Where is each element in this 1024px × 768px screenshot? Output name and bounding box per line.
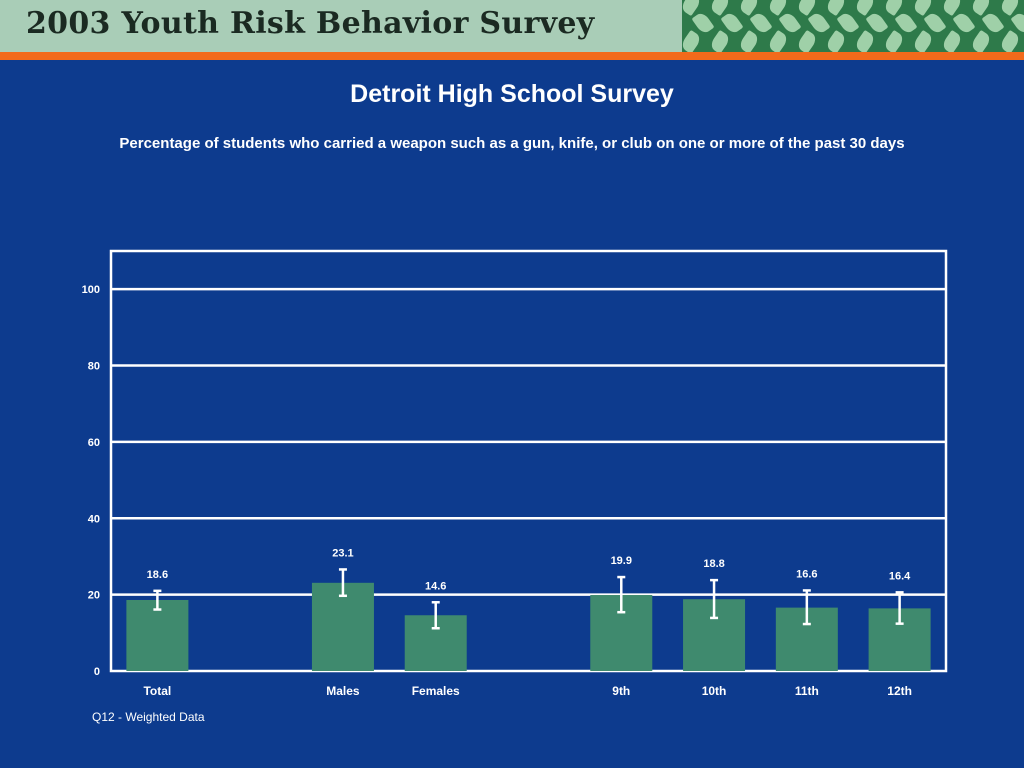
banner-title: 2003 Youth Risk Behavior Survey: [26, 6, 595, 41]
y-tick-label: 40: [88, 513, 100, 525]
bar: [126, 599, 189, 671]
y-tick-label: 20: [88, 590, 100, 602]
y-tick-label: 0: [94, 666, 100, 678]
data-label: 18.6: [147, 569, 168, 581]
data-label: 16.6: [796, 568, 817, 580]
data-label: 18.8: [703, 558, 724, 570]
data-label: 19.9: [611, 555, 632, 567]
header-banner: 2003 Youth Risk Behavior Survey: [0, 0, 1024, 52]
x-tick-label: 10th: [702, 684, 727, 698]
y-tick-label: 60: [88, 437, 100, 449]
orange-divider: [0, 52, 1024, 60]
chart-title: Detroit High School Survey: [350, 80, 674, 108]
x-tick-label: 12th: [887, 684, 912, 698]
bar: [311, 582, 374, 671]
x-tick-label: 11th: [795, 684, 819, 698]
data-label: 14.6: [425, 580, 446, 592]
x-tick-label: Females: [412, 684, 460, 698]
chart-subtitle: Percentage of students who carried a wea…: [119, 135, 905, 152]
x-tick-label: 9th: [612, 684, 630, 698]
data-label: 23.1: [332, 547, 353, 559]
y-tick-label: 100: [82, 284, 100, 296]
x-tick-label: Total: [143, 684, 171, 698]
footnote: Q12 - Weighted Data: [92, 710, 205, 724]
y-tick-label: 80: [88, 361, 100, 373]
leaf-pattern-decoration: [682, 0, 1024, 52]
data-label: 16.4: [889, 570, 911, 582]
plot-frame: [109, 249, 948, 673]
x-tick-label: Males: [326, 684, 360, 698]
